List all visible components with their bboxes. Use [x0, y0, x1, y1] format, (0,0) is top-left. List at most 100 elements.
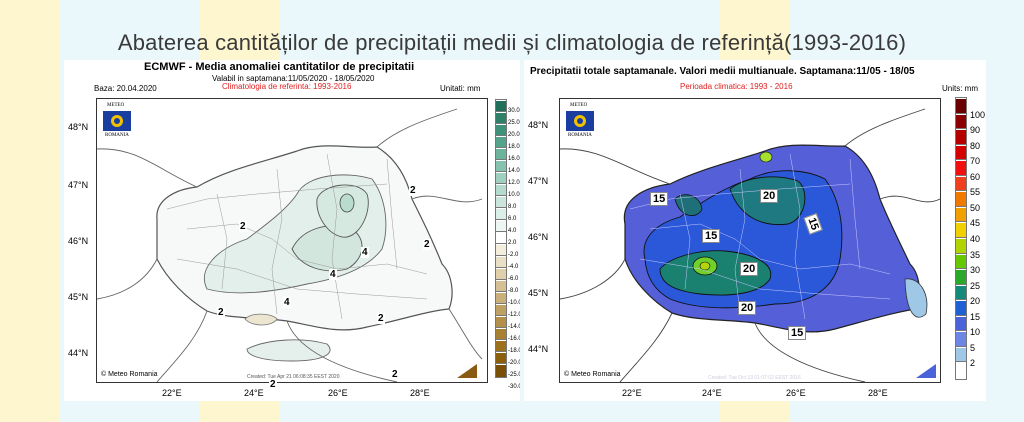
contour-label: 4	[329, 269, 337, 280]
colorbar-swatch	[495, 111, 507, 126]
colorbar-swatch	[495, 183, 507, 198]
contour-label: 2	[217, 307, 225, 318]
colorbar-swatch	[955, 174, 967, 194]
colorbar-tick-label: -12.0	[508, 312, 520, 318]
colorbar-tick-label: -2.0	[508, 252, 519, 258]
colorbar-swatch	[495, 231, 507, 246]
colorbar-swatch	[495, 255, 507, 270]
left-map-reference: Climatologia de referinta: 1993-2016	[222, 82, 352, 91]
contour-label: 20	[760, 189, 779, 203]
colorbar-swatch	[955, 205, 967, 225]
longitude-label: 28°E	[868, 388, 888, 398]
anomaly-map-panel: ECMWF - Media anomaliei cantitatilor de …	[64, 60, 520, 401]
colorbar-swatch	[955, 190, 967, 209]
colorbar-swatch	[495, 315, 507, 330]
neighbour-borders	[560, 108, 940, 382]
copyright-text: © Meteo Romania	[101, 371, 158, 378]
longitude-label: 22°E	[622, 388, 642, 398]
colorbar-swatch	[495, 171, 507, 186]
colorbar-swatch	[495, 363, 507, 378]
latitude-label: 46°N	[68, 236, 89, 246]
colorbar-swatch	[495, 327, 507, 342]
colorbar-tick-label: 18.0	[508, 144, 520, 150]
colorbar-swatch	[495, 123, 507, 138]
colorbar-tick-label: -14.0	[508, 324, 520, 330]
colorbar-tick-label: -18.0	[508, 348, 520, 354]
colorbar-swatch	[495, 159, 507, 174]
colorbar-tick-label: 4.0	[508, 228, 517, 234]
copyright-text: © Meteo Romania	[564, 371, 621, 378]
anomaly-zone-4mm-north	[316, 184, 369, 238]
colorbar-swatch	[495, 99, 507, 114]
left-map-title: ECMWF - Media anomaliei cantitatilor de …	[144, 61, 415, 73]
colorbar-tick-label: 14.0	[508, 168, 520, 174]
latitude-label: 46°N	[528, 232, 549, 242]
longitude-label: 24°E	[702, 388, 722, 398]
latitude-label: 44°N	[528, 344, 549, 354]
colorbar-tick-label: 30.0	[508, 108, 520, 114]
precip-zone-west-hill	[674, 194, 703, 216]
colorbar-tick-label: 60	[970, 171, 981, 182]
colorbar-tick-label: -10.0	[508, 300, 520, 306]
climatology-map-panel: Precipitatii totale saptamanale. Valori …	[524, 60, 986, 401]
colorbar-tick-label: 90	[970, 125, 981, 136]
contour-label: 4	[283, 297, 291, 308]
colorbar-tick-label: 30	[970, 265, 981, 276]
colorbar-swatch	[495, 147, 507, 162]
noaa-logo	[457, 364, 477, 378]
right-map-title: Precipitatii totale saptamanale. Valori …	[530, 66, 915, 77]
colorbar-swatch	[495, 303, 507, 318]
latitude-label: 45°N	[68, 292, 89, 302]
colorbar-tick-label: 25	[970, 280, 981, 291]
colorbar-tick-label: -8.0	[508, 288, 519, 294]
colorbar-swatch	[495, 219, 507, 234]
left-map-units: Unitati: mm	[440, 84, 481, 93]
county-borders	[166, 153, 428, 320]
colorbar-tick-label: 70	[970, 156, 981, 167]
colorbar-swatch	[955, 299, 967, 318]
colorbar-swatch	[495, 135, 507, 150]
latitude-label: 48°N	[528, 120, 549, 130]
colorbar-tick-label: 20	[970, 296, 981, 307]
meteo-romania-logo	[566, 111, 594, 131]
contour-label: 2	[239, 221, 247, 232]
colorbar-swatch	[955, 143, 967, 163]
precip-zone-delta	[904, 278, 928, 318]
contour-label: 2	[269, 379, 277, 390]
colorbar-tick-label: -16.0	[508, 336, 520, 342]
colorbar-swatch	[495, 339, 507, 354]
colorbar-tick-label: -30.0	[508, 384, 520, 390]
noaa-logo	[916, 364, 936, 378]
colorbar-swatch	[495, 243, 507, 258]
anomaly-map: 2 2 2 4 4 4 2 2 2 2 METEO ROMANIA © Mete…	[96, 98, 488, 390]
meteo-logo-subtext: ROMANIA	[105, 133, 129, 138]
anomaly-zone-south	[246, 339, 331, 362]
colorbar-tick-label: 45	[970, 218, 981, 229]
contour-label: 20	[738, 301, 757, 315]
colorbar-swatch	[495, 351, 507, 366]
colorbar-swatch	[955, 283, 967, 303]
contour-label: 15	[788, 326, 807, 340]
anomaly-core	[339, 193, 355, 213]
climatology-map: 15 15 20 15 20 20 15 METEO ROMANIA © Met…	[559, 98, 941, 383]
contour-label: 2	[377, 313, 385, 324]
colorbar-swatch	[495, 279, 507, 294]
colorbar-tick-label: -20.0	[508, 360, 520, 366]
latitude-label: 44°N	[68, 348, 89, 358]
longitude-label: 22°E	[162, 388, 182, 398]
left-map-base-date: Baza: 20.04.2020	[94, 84, 157, 93]
contour-label: 4	[361, 247, 369, 258]
colorbar-tick-label: 35	[970, 249, 981, 260]
longitude-label: 26°E	[786, 388, 806, 398]
colorbar-swatch	[955, 237, 967, 256]
precipitation-colorbar: 100 90 80 70 60 55 50 45 40 35 30 25 20 15 10 5 2	[955, 97, 986, 382]
colorbar-tick-label: 8.0	[508, 204, 517, 210]
colorbar-tick-label: 50	[970, 202, 981, 213]
colorbar-tick-label: 40	[970, 234, 981, 244]
contour-label: 2	[409, 185, 417, 196]
longitude-label: 28°E	[410, 388, 430, 398]
latitude-label: 47°N	[528, 176, 549, 186]
colorbar-tick-label: 10	[970, 327, 981, 338]
colorbar-tick-label: 55	[970, 187, 981, 198]
colorbar-tick-label: -6.0	[508, 276, 519, 282]
